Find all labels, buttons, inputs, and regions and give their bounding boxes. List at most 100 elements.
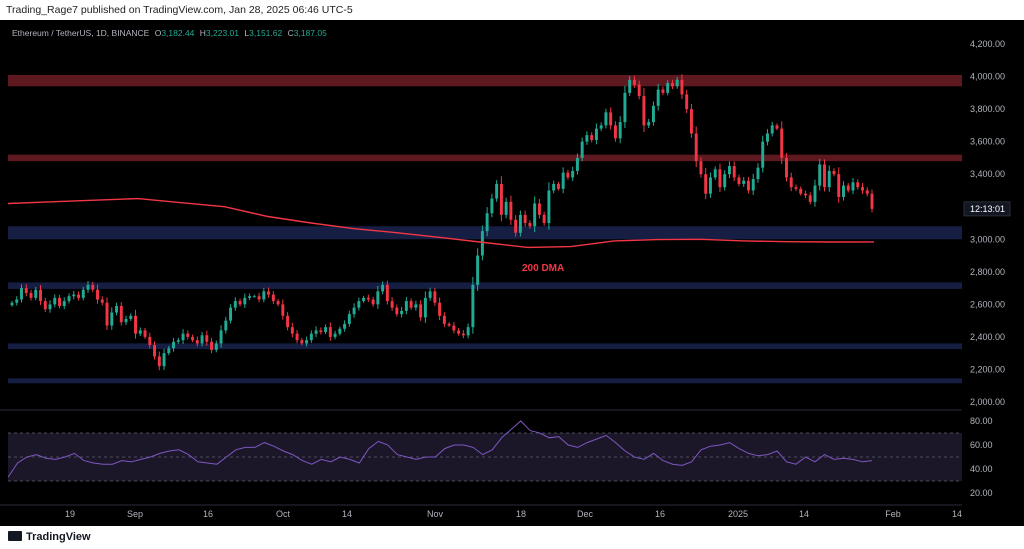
candle-body: [200, 335, 204, 344]
candle-body: [495, 183, 499, 199]
candle-body: [338, 328, 342, 334]
candle-body: [148, 336, 152, 346]
candle-body: [124, 319, 128, 323]
candle-body: [670, 83, 674, 87]
candle-body: [129, 315, 133, 320]
price-tick-label: 2,400.00: [970, 332, 1005, 342]
candle-body: [162, 353, 166, 367]
date-tick-label: Dec: [577, 509, 594, 519]
candle-body: [457, 330, 461, 334]
candle-body: [618, 122, 622, 139]
candle-body: [861, 187, 864, 191]
candle-body: [352, 307, 356, 315]
dma200-label: 200 DMA: [522, 263, 564, 274]
price-tick-label: 3,000.00: [970, 234, 1005, 244]
zone-support-3: [8, 282, 962, 289]
candle-body: [780, 128, 784, 158]
candle-body: [528, 223, 532, 227]
candle-body: [438, 302, 442, 316]
candle-body: [305, 340, 309, 344]
candle-body: [561, 172, 565, 189]
candle-body: [799, 188, 803, 194]
candle-body: [115, 305, 119, 313]
candle-body: [219, 330, 223, 344]
candle-body: [761, 141, 765, 168]
candle-body: [262, 291, 266, 300]
candle-body: [34, 289, 38, 298]
candle-body: [823, 164, 826, 188]
candle-body: [395, 307, 399, 315]
date-tick-label: Nov: [427, 509, 444, 519]
candle-body: [257, 296, 261, 300]
footer-bar: TradingView: [0, 526, 1024, 549]
candle-body: [804, 193, 807, 196]
candle-body: [647, 122, 651, 126]
candle-body: [723, 174, 727, 188]
high-value: 3,223.01: [205, 28, 240, 38]
current-price-tag-label: 12:13:01: [970, 204, 1005, 214]
date-tick-label: Oct: [276, 509, 291, 519]
candle-body: [856, 182, 860, 188]
date-tick-label: Sep: [127, 509, 143, 519]
candle-body: [390, 301, 394, 308]
candle-body: [400, 310, 404, 315]
candle-body: [290, 327, 294, 334]
candle-body: [590, 135, 594, 141]
candle-body: [324, 327, 328, 333]
candle-body: [423, 297, 427, 318]
candle-body: [210, 341, 214, 350]
candle-body: [29, 292, 33, 298]
candle-body: [518, 214, 522, 233]
candle-body: [732, 166, 736, 178]
dma200-line: [7, 197, 875, 249]
candle-body: [509, 201, 513, 220]
candle-body: [499, 183, 503, 215]
candle-body: [851, 182, 855, 191]
zones-layer: [8, 74, 962, 384]
low-value: 3,151.62: [249, 28, 283, 38]
rsi-tick-label: 20.00: [970, 488, 993, 498]
candle-body: [751, 179, 755, 191]
candle-body: [53, 297, 57, 305]
candle-body: [471, 284, 475, 328]
candle-body: [100, 299, 104, 303]
candle-body: [404, 301, 408, 311]
candle-body: [813, 185, 817, 202]
price-chart[interactable]: 200 DMA 4,200.00 4,000.00 3,800.00 3,600.00…: [0, 20, 1024, 526]
price-tick-label: 4,000.00: [970, 72, 1005, 82]
candle-body: [91, 284, 95, 290]
candle-body: [746, 180, 750, 191]
candle-body: [533, 203, 537, 227]
candle-body: [599, 125, 603, 129]
zone-support-4: [8, 343, 962, 350]
price-tick-label: 2,200.00: [970, 364, 1005, 374]
candle-body: [642, 96, 646, 126]
candle-body: [43, 301, 47, 310]
candles-layer: [10, 74, 874, 371]
candle-body: [414, 304, 418, 308]
candle-body: [808, 195, 812, 202]
candle-body: [447, 323, 451, 326]
candle-body: [267, 291, 271, 295]
candle-body: [713, 169, 717, 178]
candle-body: [153, 345, 157, 357]
candle-body: [15, 299, 19, 303]
candle-body: [637, 84, 641, 97]
candle-body: [314, 330, 318, 334]
candle-body: [827, 170, 831, 188]
candle-body: [39, 289, 42, 302]
candle-body: [727, 166, 731, 175]
rsi-tick-label: 80.00: [970, 416, 993, 426]
candle-body: [442, 315, 446, 324]
price-tick-label: 2,000.00: [970, 397, 1005, 407]
rsi-band: [8, 433, 962, 481]
candle-body: [466, 327, 470, 336]
date-tick-label: 14: [342, 509, 352, 519]
candle-body: [371, 299, 375, 305]
date-tick-label: 14: [799, 509, 809, 519]
candle-body: [347, 314, 351, 324]
rsi-tick-label: 60.00: [970, 440, 993, 450]
candle-body: [737, 177, 741, 184]
candle-body: [281, 304, 285, 316]
axes-layer: 4,200.00 4,000.00 3,800.00 3,600.00 3,400.00…: [0, 39, 1011, 519]
